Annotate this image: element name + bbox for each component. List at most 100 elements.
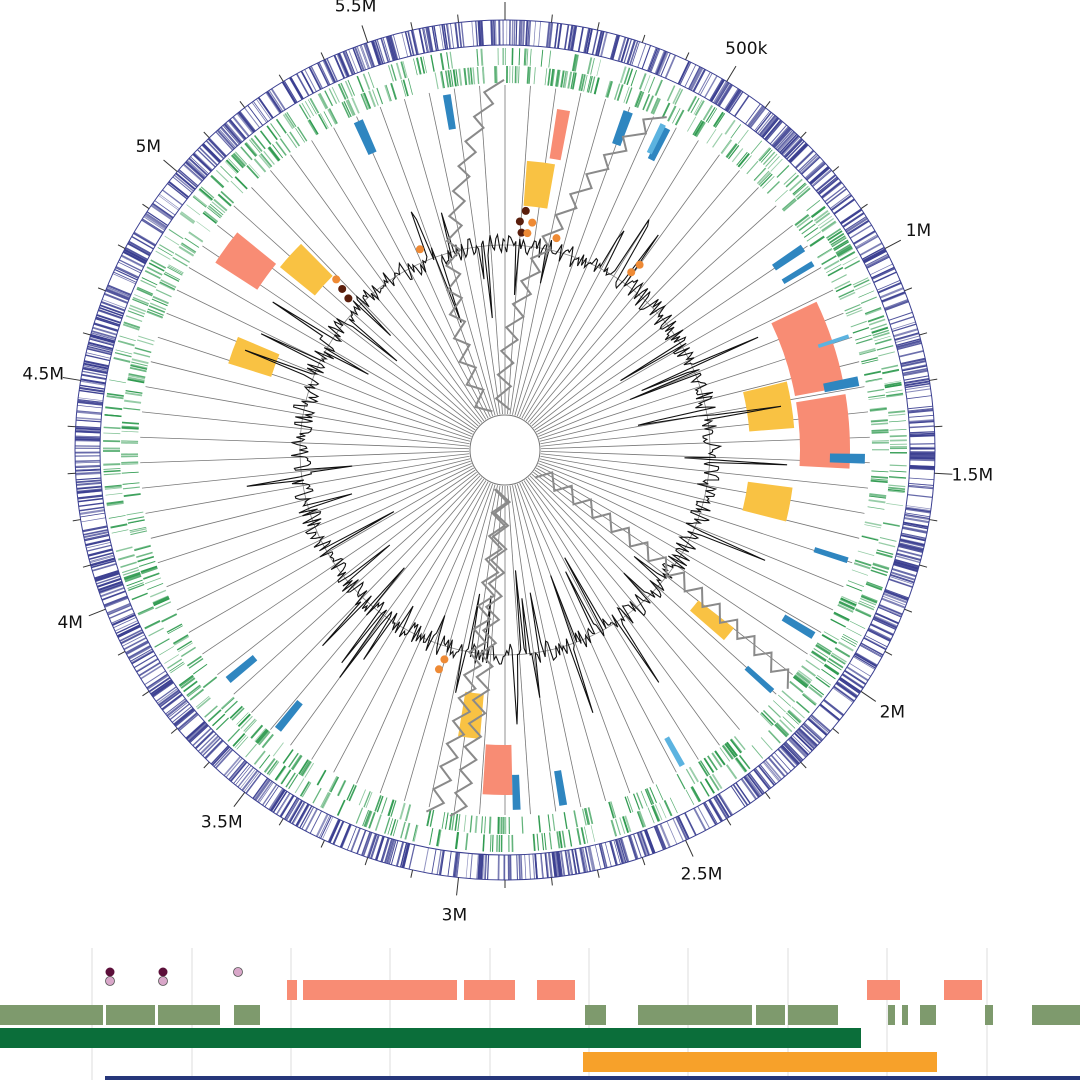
outer-feature-tick	[539, 853, 544, 879]
outer-feature-tick	[884, 299, 909, 309]
spoke-line	[141, 411, 470, 447]
gene-tick	[402, 61, 408, 78]
outer-feature-tick	[211, 745, 229, 765]
outer-feature-tick	[105, 289, 130, 301]
outer-feature-tick	[703, 802, 717, 826]
gene-tick	[857, 550, 875, 557]
outer-feature-tick	[372, 40, 382, 65]
outer-feature-tick	[159, 690, 181, 708]
olive-linear-bar	[788, 1005, 838, 1025]
outer-feature-tick	[613, 840, 621, 865]
gene-tick	[441, 811, 446, 829]
gene-tick	[795, 214, 810, 227]
gene-tick	[888, 484, 906, 488]
gene-tick	[301, 761, 312, 777]
gene-tick	[719, 747, 731, 762]
gene-tick	[781, 197, 796, 211]
gene-tick	[321, 792, 331, 809]
outer-feature-tick	[639, 831, 649, 856]
gene-tick	[282, 114, 294, 130]
gene-tick	[444, 812, 449, 830]
gene-tick	[434, 72, 439, 90]
gene-tick	[726, 143, 738, 159]
outer-feature-tick	[527, 20, 530, 46]
outer-feature-tick	[113, 271, 137, 283]
outer-feature-tick	[455, 852, 460, 878]
outer-feature-tick	[99, 583, 124, 594]
gene-tick	[231, 707, 245, 721]
gene-tick	[331, 86, 340, 103]
gene-tick	[797, 669, 813, 682]
outer-feature-tick	[861, 246, 885, 260]
outer-feature-tick	[513, 20, 516, 46]
gene-tick	[420, 56, 426, 74]
gene-tick	[625, 87, 633, 104]
outer-feature-tick	[784, 138, 804, 159]
outer-feature-tick	[211, 746, 231, 766]
outer-feature-tick	[82, 525, 108, 533]
gene-tick	[374, 795, 382, 812]
gene-tick	[887, 490, 905, 494]
outer-feature-tick	[905, 512, 930, 518]
outer-feature-tick	[408, 844, 416, 870]
gene-tick	[328, 108, 338, 124]
outer-feature-tick	[225, 757, 243, 778]
outer-feature-tick	[77, 398, 103, 404]
outer-feature-tick	[79, 507, 105, 512]
gene-tick	[870, 420, 888, 423]
gene-tick	[148, 262, 165, 272]
outer-feature-tick	[824, 185, 846, 203]
gene-tick	[144, 619, 161, 629]
outer-feature-tick	[761, 117, 779, 138]
gene-tick	[106, 502, 124, 507]
gene-tick	[836, 245, 852, 256]
gene-tick	[823, 664, 839, 676]
outer-feature-tick	[427, 26, 434, 52]
spoke-line	[507, 485, 531, 815]
position-tick	[919, 564, 928, 568]
spoke-line	[519, 116, 654, 418]
position-tick-label: 4.5M	[22, 364, 64, 384]
outer-feature-tick	[395, 841, 405, 867]
blue-marker-bar	[772, 244, 806, 271]
spoke-line	[527, 477, 740, 730]
gene-tick	[746, 160, 759, 175]
gene-tick	[835, 283, 852, 293]
gene-tick	[399, 802, 406, 820]
outer-feature-tick	[777, 748, 796, 769]
gene-tick	[724, 743, 736, 758]
gene-tick	[889, 464, 907, 467]
outer-feature-tick	[188, 157, 209, 177]
gene-tick	[299, 781, 310, 797]
outer-feature-tick	[844, 216, 867, 231]
outer-feature-tick	[781, 744, 800, 765]
outer-feature-tick	[411, 29, 419, 55]
salmon-region-block	[549, 108, 571, 161]
gene-tick	[828, 657, 844, 669]
outer-feature-tick	[853, 656, 875, 670]
outer-feature-tick	[304, 808, 318, 832]
gene-tick	[837, 246, 853, 257]
outer-feature-tick	[252, 777, 269, 799]
gene-tick	[778, 694, 792, 707]
outer-feature-tick	[717, 793, 733, 816]
outer-feature-tick	[619, 838, 629, 863]
gene-tick	[134, 294, 151, 302]
outer-feature-tick	[76, 410, 102, 415]
outer-feature-tick	[650, 48, 661, 73]
gold-region-block	[279, 243, 333, 296]
gene-tick	[817, 215, 833, 227]
outer-feature-tick	[889, 576, 914, 585]
gene-tick	[474, 815, 478, 833]
gene-tick	[304, 100, 315, 117]
gene-tick	[488, 816, 491, 834]
gene-tick	[211, 174, 225, 188]
gene-tick	[106, 395, 124, 400]
gene-tick	[802, 693, 817, 706]
gene-tick	[137, 287, 154, 295]
gene-tick	[760, 712, 774, 726]
gene-tick	[543, 832, 547, 850]
gene-tick	[345, 100, 354, 117]
gene-tick	[776, 722, 790, 736]
outer-feature-tick	[120, 631, 144, 645]
